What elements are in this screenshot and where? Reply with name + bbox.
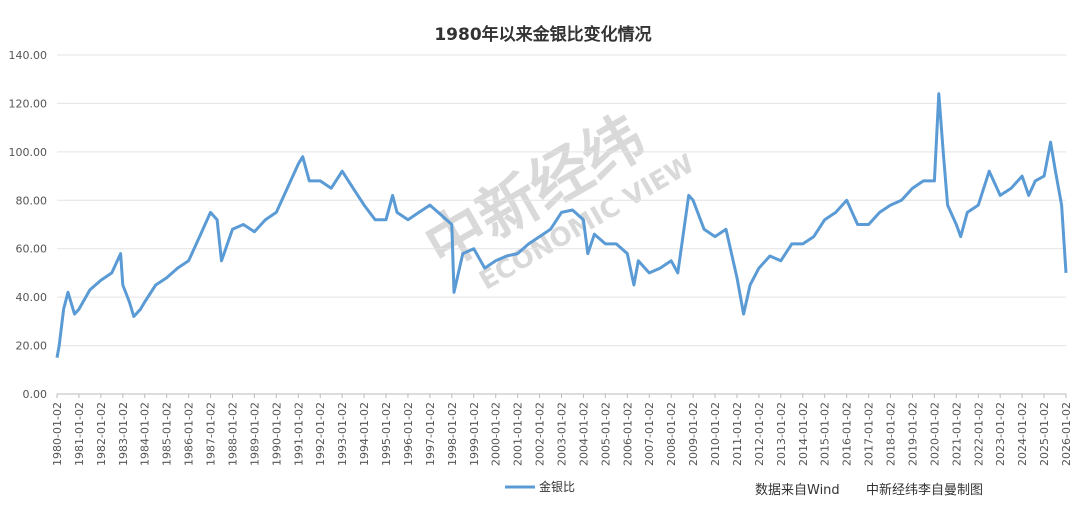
- x-tick-label: 1994-01-02: [358, 402, 371, 466]
- x-tick-label: 2009-01-02: [687, 402, 700, 466]
- x-tick-label: 1990-01-02: [270, 402, 283, 466]
- x-tick-label: 1984-01-02: [139, 402, 152, 466]
- x-tick-label: 2011-01-02: [731, 402, 744, 466]
- x-tick-label: 2020-01-02: [928, 402, 941, 466]
- x-tick-label: 2007-01-02: [643, 402, 656, 466]
- x-tick-label: 1989-01-02: [248, 402, 261, 466]
- x-tick-label: 1998-01-02: [446, 402, 459, 466]
- y-tick-label: 140.00: [9, 49, 48, 62]
- x-tick-label: 2024-01-02: [1016, 402, 1029, 466]
- x-tick-label: 1982-01-02: [95, 402, 108, 466]
- x-tick-label: 2013-01-02: [775, 402, 788, 466]
- x-tick-label: 2008-01-02: [665, 402, 678, 466]
- x-tick-label: 2000-01-02: [490, 402, 503, 466]
- legend-label: 金银比: [539, 479, 575, 494]
- x-tick-label: 2016-01-02: [841, 402, 854, 466]
- x-tick-label: 1985-01-02: [161, 402, 174, 466]
- x-tick-label: 1981-01-02: [73, 402, 86, 466]
- x-tick-label: 1992-01-02: [314, 402, 327, 466]
- x-tick-label: 2023-01-02: [994, 402, 1007, 466]
- x-tick-label: 2014-01-02: [797, 402, 810, 466]
- x-tick-label: 2003-01-02: [556, 402, 569, 466]
- chart-title: 1980年以来金银比变化情况: [434, 24, 651, 45]
- y-tick-label: 40.00: [16, 291, 48, 304]
- x-tick-label: 1991-01-02: [292, 402, 305, 466]
- line-series: [55, 92, 1068, 358]
- x-tick-label: 1997-01-02: [424, 402, 437, 466]
- x-tick-label: 2004-01-02: [577, 402, 590, 466]
- x-tick-label: 1987-01-02: [205, 402, 218, 466]
- x-tick-label: 1995-01-02: [380, 402, 393, 466]
- y-tick-label: 0.00: [23, 388, 48, 401]
- x-tick-label: 1980-01-02: [51, 402, 64, 466]
- x-tick-label: 2019-01-02: [906, 402, 919, 466]
- x-tick-label: 1983-01-02: [117, 402, 130, 466]
- y-tick-label: 20.00: [16, 340, 48, 353]
- x-tick-label: 2022-01-02: [972, 402, 985, 466]
- x-tick-label: 1999-01-02: [468, 402, 481, 466]
- x-tick-label: 1993-01-02: [336, 402, 349, 466]
- x-tick-label: 1986-01-02: [183, 402, 196, 466]
- x-tick-label: 2002-01-02: [534, 402, 547, 466]
- x-tick-label: 2001-01-02: [512, 402, 525, 466]
- y-tick-label: 120.00: [9, 97, 48, 110]
- x-tick-label: 1996-01-02: [402, 402, 415, 466]
- source: 数据来自Wind: [755, 483, 840, 498]
- x-tick-label: 2021-01-02: [950, 402, 963, 466]
- y-tick-label: 60.00: [16, 243, 48, 256]
- x-tick-label: 1988-01-02: [226, 402, 239, 466]
- x-tick-label: 2025-01-02: [1038, 402, 1051, 466]
- x-tick-label: 2026-01-02: [1060, 402, 1073, 466]
- y-tick-label: 100.00: [9, 146, 48, 159]
- x-tick-label: 2012-01-02: [753, 402, 766, 466]
- x-tick-label: 2018-01-02: [885, 402, 898, 466]
- x-tick-label: 2006-01-02: [621, 402, 634, 466]
- x-tick-label: 2015-01-02: [819, 402, 832, 466]
- y-tick-label: 80.00: [16, 194, 48, 207]
- credit: 中新经纬李自曼制图: [866, 482, 983, 498]
- x-tick-label: 2005-01-02: [599, 402, 612, 466]
- x-tick-label: 2010-01-02: [709, 402, 722, 466]
- x-tick-label: 2017-01-02: [863, 402, 876, 466]
